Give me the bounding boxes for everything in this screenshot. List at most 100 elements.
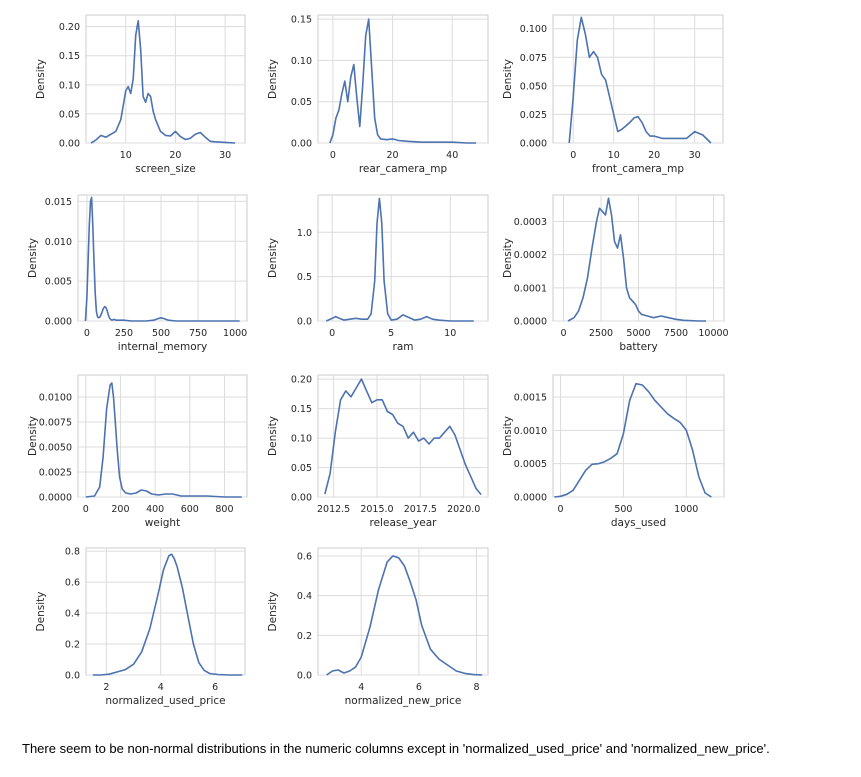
y-tick-label: 0.05 xyxy=(291,97,312,108)
plot-frame xyxy=(317,374,489,498)
x-tick-label: 30 xyxy=(219,150,231,161)
y-tick-label: 0.2 xyxy=(65,640,80,651)
density-line xyxy=(325,197,474,322)
x-tick-label: 1000 xyxy=(223,328,247,339)
y-tick-label: 0.0 xyxy=(65,671,80,682)
x-tick-label: 0 xyxy=(329,328,335,339)
kde-plot-front_camera_mp: 0.000 0.025 0.050 0.075 0.100 0 10 20 30 front_ca… xyxy=(502,14,724,175)
x-tick-label: 0 xyxy=(330,150,336,161)
y-axis-label: Density xyxy=(35,592,47,632)
y-tick-label: 1.0 xyxy=(297,228,312,239)
y-tick-label: 0.0075 xyxy=(39,418,72,429)
density-line xyxy=(92,553,243,676)
density-line xyxy=(326,555,483,676)
y-tick-label: 0.0000 xyxy=(514,317,547,328)
x-axis-label: days_used xyxy=(611,517,666,529)
density-line xyxy=(324,378,482,496)
kde-plot-normalized_used_price: 0.0 0.2 0.4 0.6 0.8 2 4 6 normalized_used_price D… xyxy=(35,547,246,707)
x-axis-label: battery xyxy=(619,341,657,353)
plot-frame xyxy=(317,194,489,322)
x-tick-label: 6 xyxy=(416,682,422,693)
x-tick-label: 40 xyxy=(446,150,458,161)
kde-plot-battery: 0.0000 0.0001 0.0002 0.0003 0 2500 5000 7500 100… xyxy=(502,194,729,353)
kde-plot-release_year: 0.00 0.05 0.10 0.15 0.20 2012.5 2015.0 2017.5 20… xyxy=(267,374,489,529)
y-axis-label: Density xyxy=(267,59,279,99)
x-tick-label: 800 xyxy=(215,504,233,515)
y-tick-label: 0.00 xyxy=(291,139,312,150)
plot-frame xyxy=(77,194,248,322)
x-tick-label: 10 xyxy=(120,150,132,161)
x-tick-label: 5 xyxy=(388,328,394,339)
density-line xyxy=(85,382,242,498)
x-tick-label: 2020.0 xyxy=(447,504,480,515)
y-tick-label: 0.6 xyxy=(65,578,80,589)
y-axis-label: Density xyxy=(27,416,39,456)
x-tick-label: 4 xyxy=(358,682,364,693)
x-axis-label: weight xyxy=(145,517,180,529)
x-tick-label: 2500 xyxy=(589,328,613,339)
y-tick-label: 0.0025 xyxy=(39,468,72,479)
x-tick-label: 200 xyxy=(111,504,129,515)
kde-plot-internal_memory: 0.000 0.005 0.010 0.015 0 250 500 750 1000 intern… xyxy=(27,194,248,353)
x-tick-label: 600 xyxy=(181,504,199,515)
x-tick-label: 10000 xyxy=(698,328,728,339)
density-line xyxy=(567,197,706,322)
x-axis-label: normalized_used_price xyxy=(105,695,225,707)
plot-frame xyxy=(317,547,489,676)
y-tick-label: 0.0010 xyxy=(514,426,547,437)
y-tick-label: 0.0003 xyxy=(514,217,547,228)
y-tick-label: 0.2 xyxy=(297,631,312,642)
y-tick-label: 0.00 xyxy=(291,493,312,504)
x-tick-label: 0 xyxy=(558,504,564,515)
x-tick-label: 0 xyxy=(570,150,576,161)
x-tick-label: 8 xyxy=(473,682,479,693)
y-tick-label: 0.10 xyxy=(291,56,312,67)
y-tick-label: 0.20 xyxy=(291,375,312,386)
y-tick-label: 0.4 xyxy=(297,591,312,602)
x-tick-label: 4 xyxy=(158,682,164,693)
y-tick-label: 0.0100 xyxy=(39,393,72,404)
y-tick-label: 0.005 xyxy=(45,277,72,288)
y-tick-label: 0.100 xyxy=(520,24,547,35)
x-axis-label: normalized_new_price xyxy=(345,695,462,707)
plot-frame xyxy=(85,14,246,144)
x-tick-label: 10 xyxy=(444,328,456,339)
y-tick-label: 0.4 xyxy=(65,609,80,620)
plot-frame xyxy=(552,374,725,498)
y-tick-label: 0.15 xyxy=(59,51,80,62)
x-tick-label: 10 xyxy=(608,150,620,161)
y-axis-label: Density xyxy=(27,238,39,278)
conclusion-note: There seem to be non-normal distribution… xyxy=(22,741,770,756)
x-tick-label: 2017.5 xyxy=(404,504,437,515)
kde-plot-rear_camera_mp: 0.00 0.05 0.10 0.15 0 20 40 rear_camera_mp Densi… xyxy=(267,14,489,175)
kde-plot-ram: 0.0 0.5 1.0 0 5 10 ram Density xyxy=(267,194,489,353)
plot-frame xyxy=(317,14,489,144)
x-axis-label: front_camera_mp xyxy=(592,163,684,175)
x-tick-label: 20 xyxy=(648,150,660,161)
plot-frame xyxy=(77,374,248,498)
x-tick-label: 500 xyxy=(614,504,632,515)
kde-plot-screen_size: 0.00 0.05 0.10 0.15 0.20 10 20 30 screen_size Den… xyxy=(35,14,246,175)
y-tick-label: 0.0001 xyxy=(514,283,547,294)
y-tick-label: 0.010 xyxy=(45,237,72,248)
y-tick-label: 0.000 xyxy=(45,317,72,328)
density-line xyxy=(568,16,712,144)
y-tick-label: 0.0000 xyxy=(39,493,72,504)
density-line xyxy=(84,196,240,322)
y-axis-label: Density xyxy=(267,592,279,632)
y-tick-label: 0.05 xyxy=(59,109,80,120)
y-axis-label: Density xyxy=(502,416,514,456)
y-tick-label: 0.5 xyxy=(297,272,312,283)
x-tick-label: 5000 xyxy=(626,328,650,339)
x-tick-label: 30 xyxy=(689,150,701,161)
y-tick-label: 0.0 xyxy=(297,317,312,328)
x-tick-label: 400 xyxy=(146,504,164,515)
y-tick-label: 0.050 xyxy=(520,81,547,92)
y-tick-label: 0.20 xyxy=(59,22,80,33)
plot-frame xyxy=(85,547,246,676)
x-axis-label: release_year xyxy=(370,517,438,529)
x-tick-label: 2012.5 xyxy=(317,504,350,515)
y-tick-label: 0.8 xyxy=(65,547,80,558)
x-tick-label: 20 xyxy=(387,150,399,161)
x-axis-label: rear_camera_mp xyxy=(359,163,448,175)
